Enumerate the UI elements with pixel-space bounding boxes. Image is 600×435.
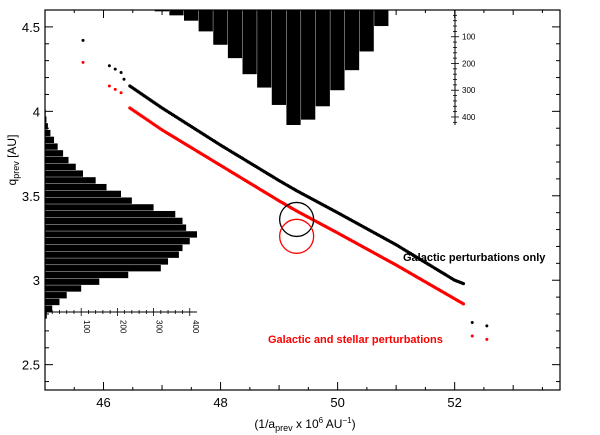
- histogram-left-bar: [45, 292, 67, 299]
- histogram-top-bar: [374, 10, 389, 27]
- histogram-left-bar: [45, 238, 190, 245]
- histogram-top-tick-label: 300: [462, 86, 476, 95]
- histogram-left-bar: [45, 177, 96, 184]
- histogram-left-bar: [45, 190, 121, 198]
- y-tick-label: 3.5: [22, 189, 40, 204]
- histogram-left-bar: [45, 163, 76, 171]
- histogram-left-bar: [45, 244, 183, 252]
- circles: [278, 201, 315, 254]
- histogram-left: 100 200 300 400: [45, 109, 200, 334]
- histogram-left-bar: [45, 129, 51, 137]
- histogram-left-tick-label: 100: [82, 320, 91, 334]
- x-tick-label: 52: [447, 395, 461, 410]
- histogram-left-bar: [45, 224, 187, 231]
- histogram-top-bar: [169, 10, 184, 16]
- x-axis: 46 48 50 52: [44, 10, 543, 410]
- data-point: [461, 282, 466, 286]
- y-tick-label: 4.5: [22, 20, 40, 35]
- histogram-left-bar: [45, 183, 107, 191]
- data-point: [107, 84, 111, 88]
- histogram-left-bar: [45, 258, 169, 265]
- plot-frame: [44, 9, 561, 391]
- histogram-top-bar: [301, 10, 316, 120]
- histogram-left-bar: [45, 265, 161, 272]
- histogram-top-bar: [344, 10, 360, 71]
- histogram-top-bar: [271, 10, 287, 105]
- histogram-left-bar: [45, 271, 129, 279]
- histogram-left-bar: [45, 278, 100, 285]
- annotation-red: Galactic and stellar perturbations: [268, 334, 443, 346]
- x-tick-label: 48: [213, 395, 227, 410]
- data-point: [485, 337, 489, 341]
- histogram-left-tick-label: 400: [191, 320, 200, 334]
- histogram-left-tick-label: 200: [118, 320, 127, 334]
- data-point: [81, 60, 85, 64]
- data-point: [119, 91, 123, 95]
- histogram-top-tick-label: 100: [462, 33, 476, 42]
- y-tick-label: 3: [33, 273, 40, 288]
- histogram-top-bar: [242, 10, 257, 75]
- histogram-left-tick-label: 300: [155, 320, 164, 334]
- histogram-top-bar: [227, 10, 243, 59]
- histogram-left-bar: [45, 197, 132, 204]
- histogram-left-bar: [45, 170, 83, 177]
- histogram-top: 100 200 300 400: [154, 10, 476, 125]
- histogram-left-bar: [45, 143, 58, 150]
- data-point: [485, 324, 489, 328]
- histogram-left-bar: [45, 231, 197, 238]
- highlight-circle: [278, 218, 315, 254]
- histogram-left-bar: [45, 116, 47, 123]
- histogram-top-bar: [286, 10, 301, 125]
- data-point: [119, 70, 123, 74]
- x-tick-label: 50: [330, 395, 344, 410]
- histogram-top-bar: [315, 10, 330, 107]
- histogram-left-bar: [45, 298, 60, 306]
- highlight-circle: [278, 201, 315, 238]
- y-tick-label: 4: [33, 104, 40, 119]
- histogram-left-bar: [45, 156, 69, 164]
- data-point: [107, 64, 111, 68]
- data-point: [470, 334, 474, 338]
- data-point: [461, 302, 466, 306]
- data-point: [81, 38, 85, 42]
- histogram-left-bar: [45, 285, 82, 292]
- x-axis-label: (1/aprev x 106 AU−1): [254, 416, 355, 433]
- annotation-black: Galactic perturbations only: [403, 252, 546, 264]
- data-point: [122, 77, 126, 81]
- histogram-left-bar: [45, 123, 48, 130]
- histogram-left-bar: [45, 305, 53, 312]
- histogram-top-bar: [359, 10, 374, 52]
- series-red: [81, 60, 489, 341]
- histogram-top-tick-label: 200: [462, 59, 476, 68]
- x-tick-label: 46: [96, 395, 110, 410]
- histogram-left-bar: [45, 136, 55, 144]
- histogram-left-bar: [45, 217, 183, 225]
- y-axis: 2.5 3 3.5 4 4.5: [22, 9, 560, 383]
- series-black: [81, 38, 489, 328]
- histogram-left-bar: [45, 251, 179, 258]
- histogram-top-bar: [198, 10, 213, 32]
- y-axis-label: qprev [AU]: [5, 135, 21, 186]
- series: [81, 38, 489, 341]
- data-point: [470, 320, 474, 324]
- histogram-left-bar: [45, 204, 154, 211]
- y-tick-label: 2.5: [22, 358, 40, 373]
- histogram-top-bar: [183, 10, 199, 21]
- histogram-top-tick-label: 400: [462, 113, 476, 122]
- histogram-top-bar: [257, 10, 272, 88]
- data-point: [113, 67, 117, 71]
- data-point: [113, 87, 117, 91]
- histogram-top-bar: [213, 10, 228, 45]
- histogram-left-bar: [45, 150, 64, 157]
- histogram-top-bar: [330, 10, 345, 91]
- histogram-left-bar: [45, 210, 176, 218]
- histogram-left-bar: [45, 312, 47, 319]
